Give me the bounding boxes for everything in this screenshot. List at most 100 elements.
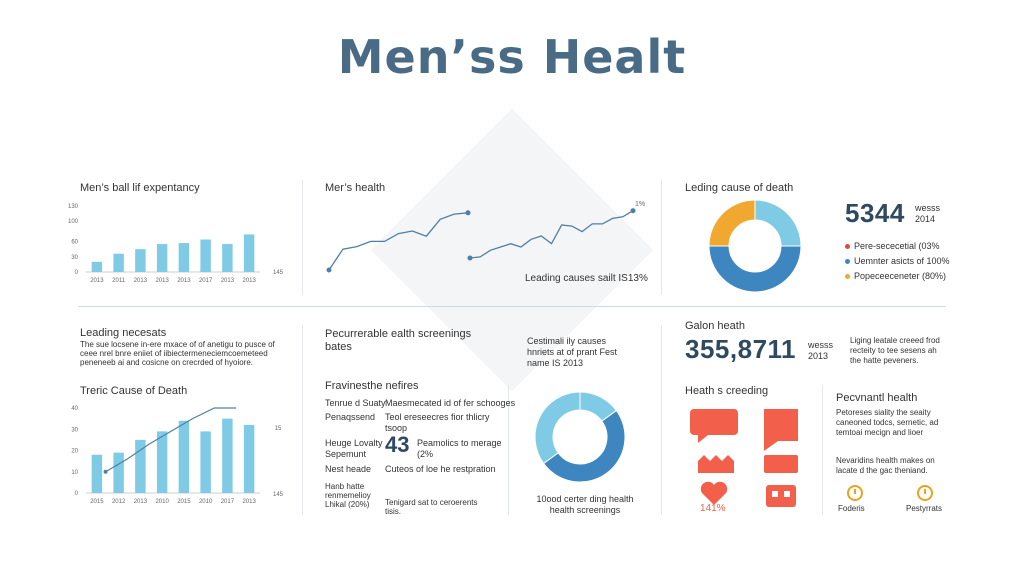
- series-start-point: [467, 255, 473, 261]
- x-tick-label: 2010: [155, 499, 169, 505]
- series-end-point: [465, 210, 471, 216]
- trend-line: [105, 407, 237, 473]
- legend-item: Pere-sececetial (03%: [845, 241, 950, 252]
- x-tick-label: 2013: [134, 278, 148, 284]
- series-line: [469, 210, 634, 259]
- y-tick-label: 100: [68, 219, 79, 225]
- panel5-title: Pecurrerable ealth screenings bates: [325, 328, 471, 354]
- wave-box-icon: [698, 455, 734, 473]
- bar: [243, 234, 255, 272]
- panel8-text2: Nevaridins health makes on lacate d the …: [836, 456, 935, 476]
- table-cell: Tenigard sat to ceroerents: [385, 498, 478, 507]
- table-cell: Penaqssend: [325, 412, 376, 422]
- panel3-title: Leding cause of death: [685, 182, 794, 194]
- card-icon: [764, 455, 798, 473]
- panel3-side-line: wesss: [915, 203, 941, 213]
- cause-of-death-bar-chart: 0 10 20 30 40 2015 2012 2013 2010 2015 2010 2017 201…: [71, 406, 283, 505]
- table-row-right: Teol ereseecres fior thlicry tsoop: [385, 412, 490, 434]
- panel6-text-line: Cestimali ily causes: [527, 336, 607, 346]
- legend-red-swatch: [845, 244, 850, 250]
- y-tick-label: 40: [71, 406, 78, 412]
- table-cell: Peamolics to merage: [417, 438, 502, 448]
- panel6-caption-line: health screenings: [549, 505, 621, 515]
- table-cell: renmemelioy: [325, 491, 371, 500]
- table-cell: (2%: [417, 449, 434, 459]
- x-tick-label: 2017: [199, 278, 213, 284]
- bar: [200, 431, 211, 493]
- series-start-point: [326, 267, 332, 273]
- panel3-legend: Pere-sececetial (03% Uemnter asicts of 1…: [845, 241, 950, 282]
- panel7-side-line: wesss: [808, 340, 834, 350]
- panel7-subtitle: Heath s creeding: [685, 385, 769, 397]
- kit-detail: [772, 491, 778, 497]
- table-cell: Nest heade: [325, 464, 372, 474]
- donut-slice: [708, 245, 802, 292]
- bar: [178, 243, 190, 272]
- bar: [135, 439, 146, 493]
- icon-label: Pestyrrats: [906, 504, 943, 513]
- legend-label: Popeceeceneter (80%): [854, 271, 947, 281]
- panel4-text-line: ceee nrel bnre eniiet of iibiectermeneci…: [80, 349, 268, 358]
- table-row-left: Heuge Lovalty Sepemunt: [325, 438, 383, 460]
- panel5-title-line: bates: [325, 341, 352, 353]
- donut-slice: [708, 200, 756, 247]
- y-tick-label: 0: [75, 491, 79, 497]
- heart-icon: [700, 481, 728, 505]
- x-tick-label: 2013: [242, 278, 256, 284]
- bar: [222, 244, 233, 272]
- folded-card-icon: [764, 409, 798, 451]
- panel4-subtitle: Treric Cause of Death: [80, 385, 188, 397]
- panel7-text-line: the hatte peveners.: [850, 356, 919, 365]
- panel7-text-line: Liging leatale creeed frod: [850, 336, 940, 345]
- panel2-title: Mer’s health: [325, 182, 386, 194]
- y-tick-label: 30: [71, 255, 78, 261]
- page-title: Men’ss Healt: [337, 30, 687, 84]
- chat-bubble-icon: [690, 409, 738, 443]
- table-row-left: Nest heade: [325, 464, 371, 475]
- table-row-right: Tenigard sat to ceroerents tisis.: [385, 498, 478, 516]
- trend-start-point: [103, 469, 108, 474]
- panel8-text-line: Petoreses siality the seaity: [836, 408, 931, 417]
- legend-orange-swatch: [845, 274, 850, 280]
- bar: [222, 418, 233, 493]
- series-line: [328, 212, 469, 271]
- panel8-title: Pecvnantl health: [836, 392, 918, 404]
- panel3-big-number: 5344: [845, 198, 905, 228]
- donut-slice: [754, 200, 802, 247]
- medical-kit-icon: [766, 485, 796, 507]
- panel8-text-line: lacate d the gac theniand.: [836, 466, 928, 475]
- legend-label: Uemnter asicts of 100%: [854, 256, 950, 266]
- legend-item: Uemnter asicts of 100%: [845, 256, 950, 267]
- y-tick-label: 10: [71, 470, 78, 476]
- panel4-title: Leading necesats: [80, 327, 167, 339]
- right-tick-label: 15: [275, 426, 282, 432]
- panel2-caption: Leading causes sailt IS13%: [525, 273, 648, 284]
- panel6-caption-line: 10ood certer ding health: [536, 494, 634, 504]
- table-cell: Maesmecated id of fer schooges: [385, 398, 516, 408]
- panel8-icons: [847, 485, 933, 501]
- x-tick-label: 2013: [177, 278, 191, 284]
- bar: [91, 261, 103, 272]
- x-tick-label: 2017: [221, 499, 235, 505]
- table-cell: Heuge Lovalty: [325, 438, 383, 448]
- column-divider: [661, 180, 662, 295]
- donut-slice: [534, 391, 581, 465]
- table-cell: Teol ereseecres fior thlicry: [385, 412, 490, 422]
- table-cell: Hanb hatte: [325, 482, 365, 491]
- x-tick-label: 2013: [155, 278, 169, 284]
- panel7-text-line: recteity to tee sesens ah: [850, 346, 937, 355]
- y-tick-label: 30: [71, 427, 78, 433]
- panel4-text-line: peneneeb ai and cosicne on crecrded of h…: [80, 358, 254, 367]
- panel8-text1: Petoreses siality the seaity caneoned to…: [836, 408, 938, 438]
- bar: [156, 244, 168, 272]
- table-cell: Tenrue d Suaty: [325, 398, 386, 408]
- table-cell: tisis.: [385, 507, 401, 516]
- row-divider: [78, 306, 946, 307]
- health-line-chart: 1%: [326, 201, 645, 273]
- line-end-label: 1%: [635, 201, 645, 208]
- screenings-donut: [534, 391, 626, 483]
- y-tick-label: 20: [71, 449, 78, 455]
- panel5-subtitle: Fravinesthe nefires: [325, 380, 419, 392]
- panel7-side-line: 2013: [808, 351, 829, 361]
- legend-blue-swatch: [845, 259, 850, 265]
